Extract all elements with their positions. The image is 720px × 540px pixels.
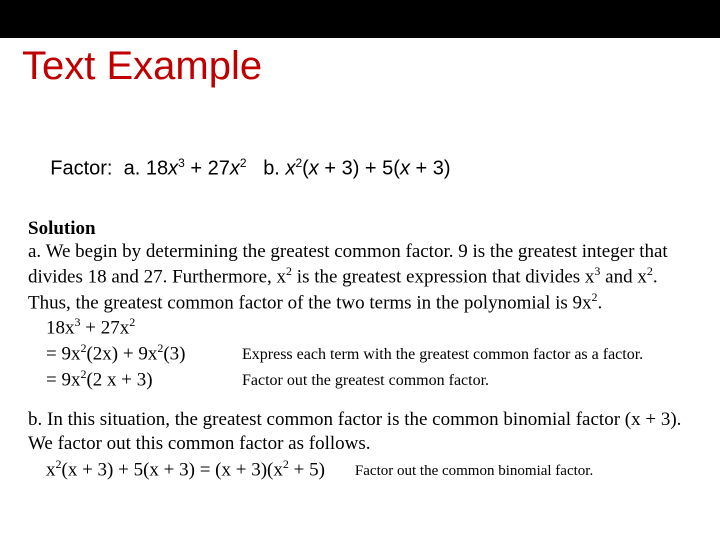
text: and x xyxy=(600,266,646,287)
step-line-3: = 9x2(2 x + 3) Factor out the greatest c… xyxy=(28,367,692,393)
part-b-equation-row: x2(x + 3) + 5(x + 3) = (x + 3)(x2 + 5) F… xyxy=(28,457,692,483)
gap xyxy=(247,158,264,180)
solution-part-a: a. We begin by determining the greatest … xyxy=(28,240,692,316)
exponent: 2 xyxy=(129,315,135,329)
step-note: Factor out the greatest common factor. xyxy=(242,371,489,391)
text: + 3) + 5( xyxy=(319,158,400,180)
text: + 5) xyxy=(289,459,325,480)
step-expression: = 9x2(2x) + 9x2(3) xyxy=(46,341,242,367)
text: = 9x xyxy=(46,369,80,390)
text: 18x xyxy=(46,318,75,339)
solution-part-b: b. In this situation, the greatest commo… xyxy=(28,408,692,457)
factor-prompt: Factor: a. 18x3 + 27x2 b. x2(x + 3) + 5(… xyxy=(28,133,692,204)
text: x xyxy=(46,459,56,480)
text: + 3) xyxy=(410,158,451,180)
text: + 27x xyxy=(81,318,130,339)
step-line-1: 18x3 + 27x2 xyxy=(28,315,692,341)
var-x: x xyxy=(309,158,319,180)
step-note: Express each term with the greatest comm… xyxy=(242,345,643,365)
step-line-2: = 9x2(2x) + 9x2(3) Express each term wit… xyxy=(28,341,692,367)
text: . xyxy=(598,292,603,313)
solution-label: Solution xyxy=(28,218,692,240)
exponent: 2 xyxy=(240,156,247,170)
text: is the greatest expression that divides … xyxy=(292,266,594,287)
text: (2 x + 3) xyxy=(86,369,152,390)
top-dark-bar xyxy=(0,0,720,38)
step-expression: = 9x2(2 x + 3) xyxy=(46,367,242,393)
text: + 27 xyxy=(185,158,230,180)
part-b-equation: x2(x + 3) + 5(x + 3) = (x + 3)(x2 + 5) xyxy=(46,457,355,483)
text: ( xyxy=(302,158,309,180)
var-x: x xyxy=(285,158,295,180)
exponent: 3 xyxy=(178,156,185,170)
slide-title: Text Example xyxy=(22,44,720,89)
text: (3) xyxy=(163,343,185,364)
text: (2x) + 9x xyxy=(86,343,157,364)
var-x: x xyxy=(168,158,178,180)
factor-label: Factor: xyxy=(50,158,112,180)
var-x: x xyxy=(230,158,240,180)
text: b. xyxy=(263,158,285,180)
var-x: x xyxy=(400,158,410,180)
text: (x + 3) + 5(x + 3) = (x + 3)(x xyxy=(62,459,283,480)
part-b-note: Factor out the common binomial factor. xyxy=(355,462,593,481)
text: a. 18 xyxy=(112,158,168,180)
text: = 9x xyxy=(46,343,80,364)
